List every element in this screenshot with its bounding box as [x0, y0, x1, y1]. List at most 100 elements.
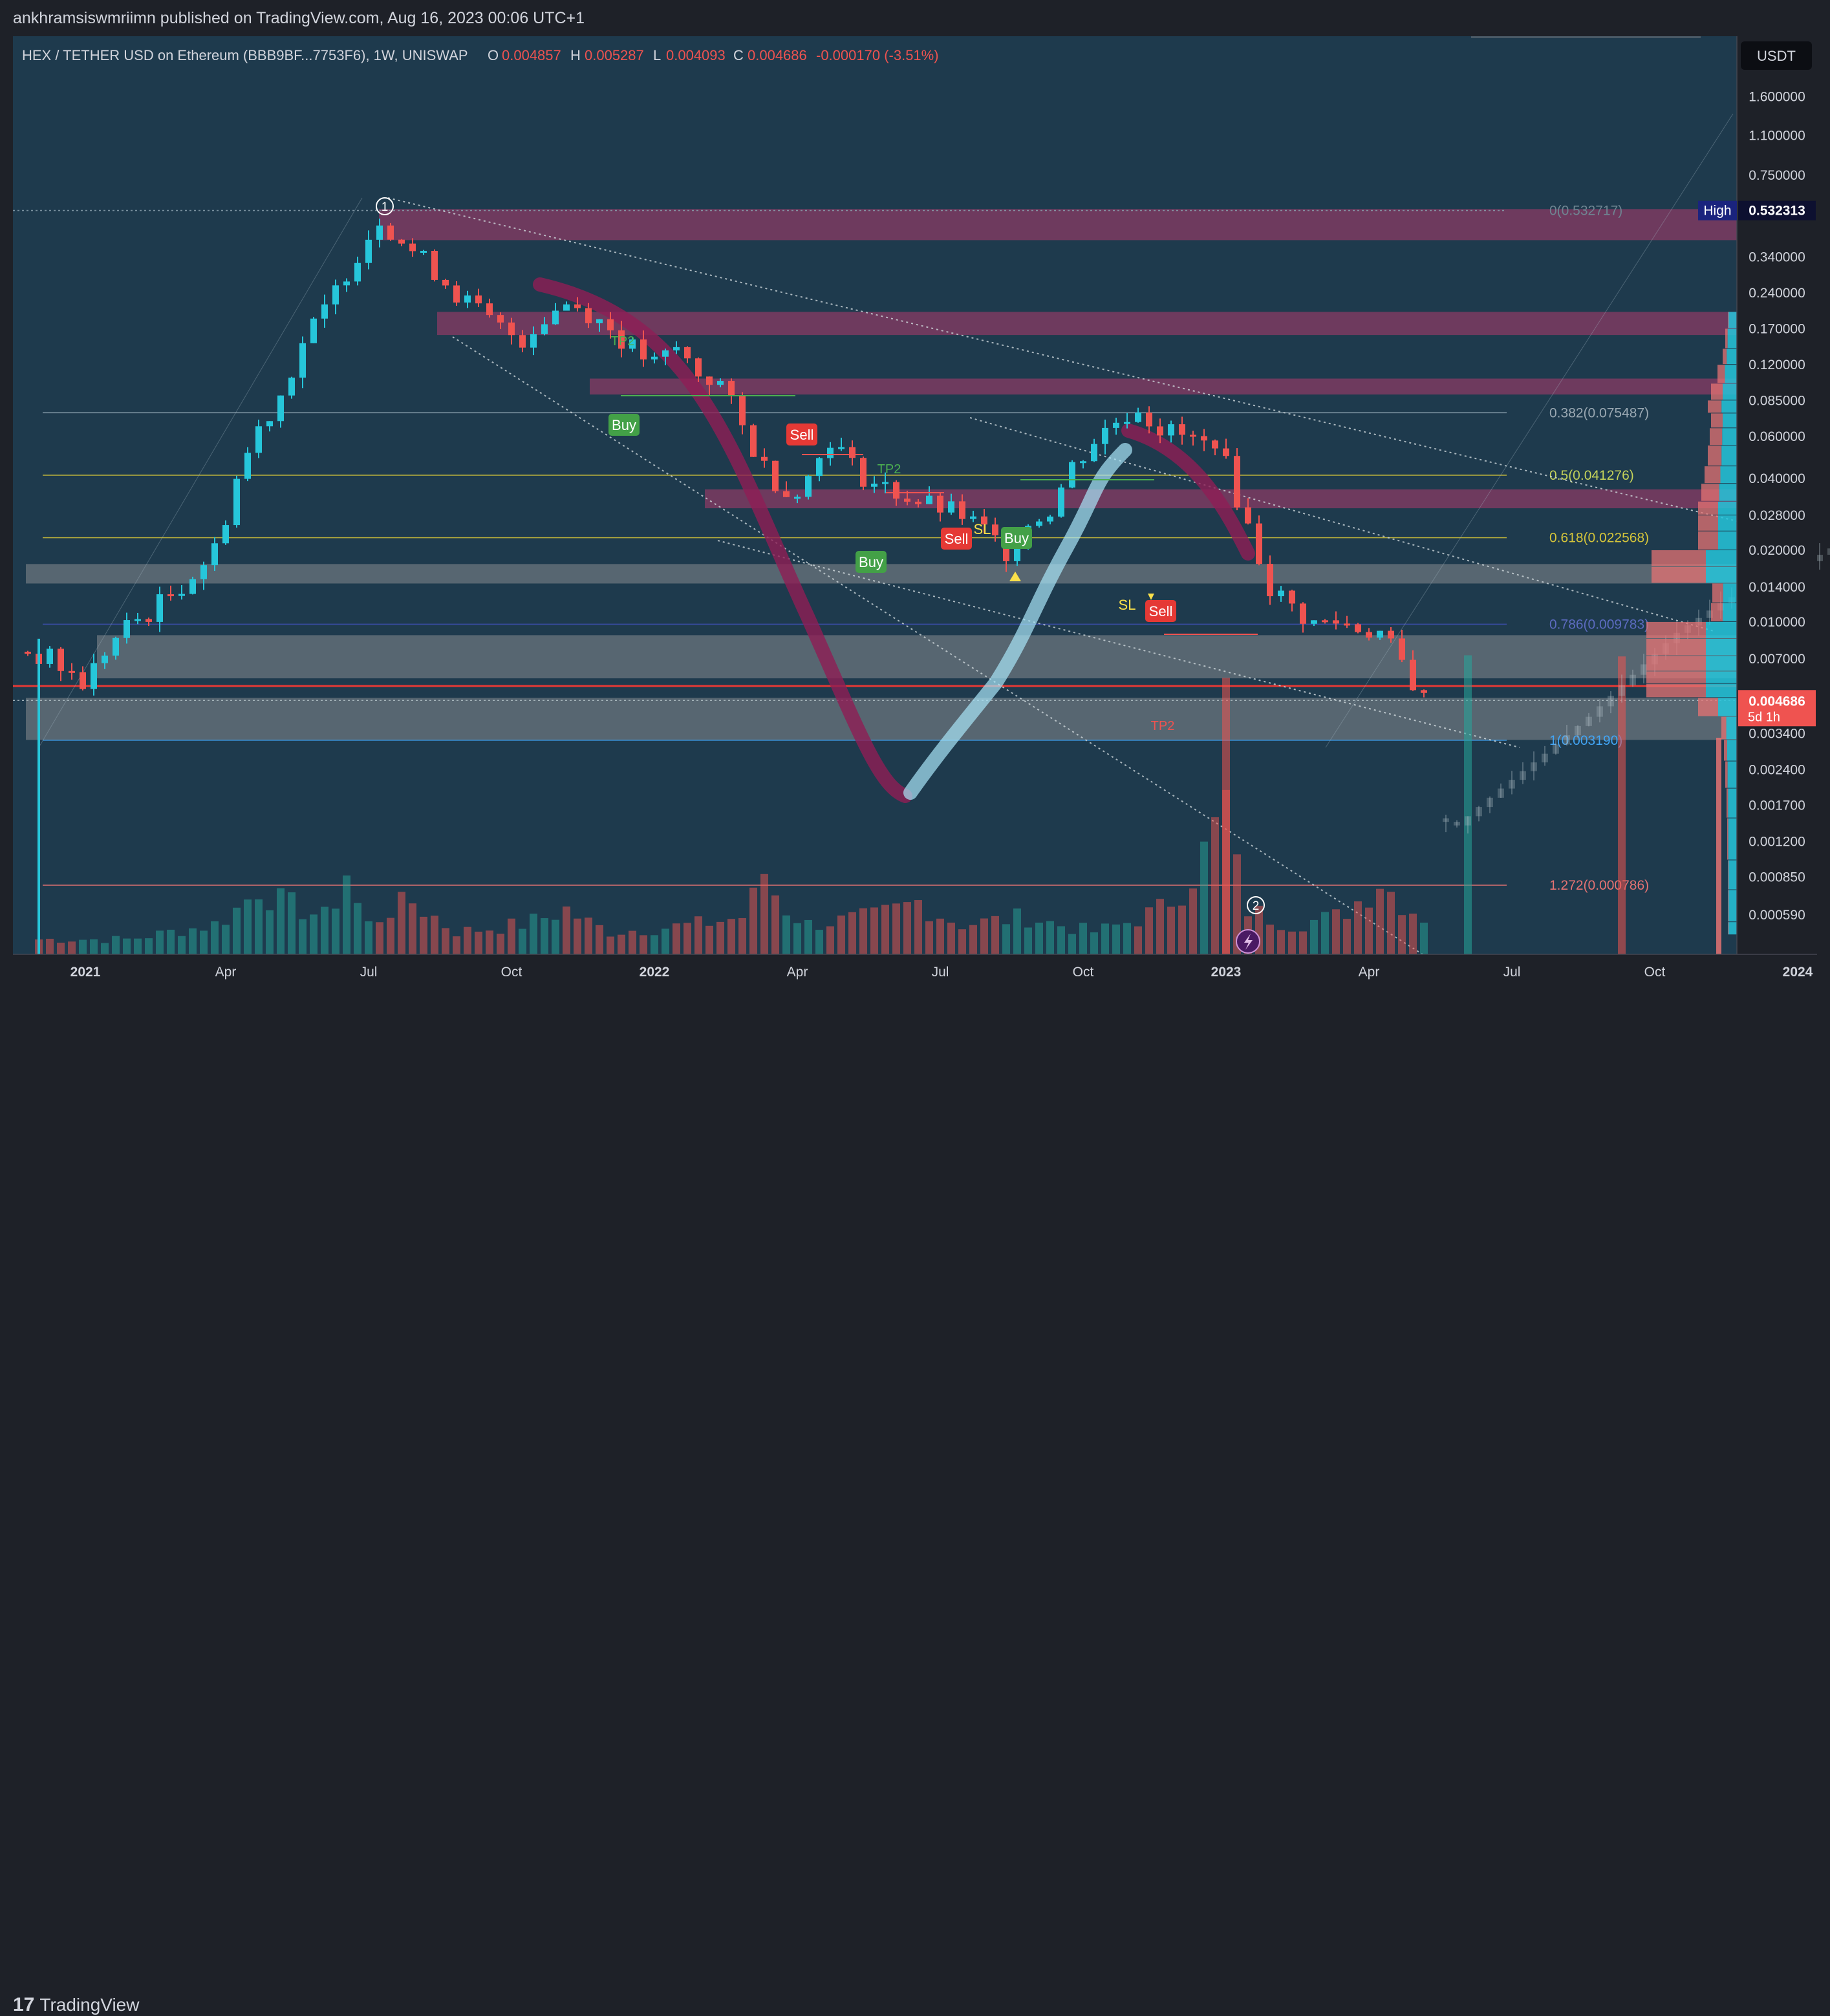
y-tick-label: 0.085000: [1749, 393, 1805, 408]
vp-bar-buy: [1728, 818, 1737, 860]
fib-label-5: 1(0.003190): [1549, 733, 1622, 748]
vp-bar-buy: [1721, 400, 1737, 413]
y-tick-label: 0.120000: [1749, 358, 1805, 372]
trendlines-layer: [38, 113, 1738, 955]
vp-bar-sell: [1723, 349, 1727, 365]
vp-bar-sell: [1701, 484, 1719, 501]
candle-body-up: [156, 594, 163, 622]
volume-bar: [727, 919, 735, 954]
candle-body-down: [1267, 564, 1273, 597]
fib-label-3: 0.618(0.022568): [1549, 531, 1649, 546]
volume-bar: [629, 930, 636, 954]
open-value: 0.004857: [502, 47, 561, 63]
volume-bar: [90, 939, 98, 954]
volume-bar: [266, 910, 274, 954]
signal-tp-label: TP2: [877, 462, 901, 477]
candle-body-down: [1410, 659, 1416, 691]
vp-bar-buy: [1728, 312, 1737, 328]
candle-body-down: [167, 594, 174, 597]
volume-bar: [793, 923, 801, 954]
vp-bar-buy: [1706, 566, 1737, 583]
candle-body-up: [629, 339, 636, 349]
candle-body-down: [607, 319, 614, 330]
candle-body-up: [189, 579, 196, 594]
vp-bar-buy: [1719, 484, 1737, 501]
volume-layer: [35, 655, 1780, 954]
candle-body-up: [321, 304, 328, 319]
vp-bar-buy: [1718, 698, 1737, 716]
volume-bar: [640, 935, 647, 954]
candle-body-up: [420, 250, 427, 253]
volume-bar: [1156, 899, 1164, 954]
candle-body-up: [124, 620, 130, 638]
volume-bar: [1013, 908, 1021, 954]
vp-bar-sell: [1652, 550, 1706, 566]
candle-body-down: [937, 495, 943, 513]
candle-body-down: [409, 243, 416, 252]
candle-body-up: [332, 285, 339, 305]
signal-buy-box: [608, 414, 640, 436]
candle-body-up: [343, 281, 350, 286]
currency-button[interactable]: USDT: [1741, 41, 1812, 70]
vp-bar-buy: [1706, 621, 1737, 638]
tradingview-logo[interactable]: 17 TradingView: [13, 1994, 139, 2016]
projection-candle: [1816, 555, 1823, 561]
signal-triangle-up: [1009, 572, 1021, 581]
band-pink-2: [1121, 424, 1255, 561]
volume-bar: [134, 938, 142, 954]
vp-bar-sell: [1698, 698, 1718, 716]
projection-candle: [1597, 706, 1603, 717]
low-value: 0.004093: [666, 47, 726, 63]
top-scroll-indicator: [1471, 36, 1701, 38]
close-label: C: [733, 47, 744, 63]
candle-body-up: [1014, 546, 1020, 561]
volume-bar: [1409, 913, 1417, 954]
high-tag-label: High: [1703, 204, 1731, 219]
volume-bar: [684, 923, 691, 954]
volume-bar: [1057, 926, 1065, 954]
vp-bar-sell: [1712, 583, 1723, 603]
volume-bar: [618, 934, 625, 954]
volume-bar: [738, 917, 746, 954]
volume-bar: [1123, 923, 1131, 954]
candle-body-up: [882, 482, 888, 484]
volume-bar: [859, 908, 867, 954]
candle-body-down: [574, 304, 581, 308]
vp-bar-sell: [1717, 365, 1725, 383]
signal-sl-label: SL: [1119, 597, 1136, 613]
projection-candle: [1465, 816, 1471, 826]
vp-bar-buy: [1728, 860, 1737, 890]
last-price-box: [1738, 690, 1816, 727]
chart-svg[interactable]: 0(0.532717) 0.382(0.075487) 0.5(0.041276) 0…: [0, 36, 1830, 991]
volume-bar: [936, 918, 944, 954]
y-tick-label: 0.340000: [1749, 250, 1805, 264]
wave-label-1: 1: [382, 200, 389, 214]
candle-body-up: [365, 239, 372, 263]
volume-bar: [255, 899, 263, 954]
vp-bar-buy: [1706, 550, 1737, 566]
y-tick-label: 0.240000: [1749, 286, 1805, 301]
vp-bar-buy: [1718, 515, 1737, 531]
candle-body-up: [596, 319, 603, 323]
high-tag-box: [1698, 200, 1737, 220]
candle-body-down: [1234, 456, 1240, 508]
y-tick-label: 0.003400: [1749, 727, 1805, 742]
publish-bar: ankhramsiswmriimn published on TradingVi…: [0, 0, 1830, 36]
x-tick-label: Jul: [360, 965, 378, 980]
volume-bar: [651, 935, 658, 954]
volume-bar: [299, 919, 307, 954]
symbol-legend: HEX / TETHER USD on Ethereum (BBB9BF...7…: [22, 47, 939, 63]
chart-container[interactable]: 0(0.532717) 0.382(0.075487) 0.5(0.041276) 0…: [0, 36, 1830, 991]
zone-resistance-0: [379, 209, 1737, 241]
volume-bar: [541, 918, 548, 954]
signal-buy-label: Buy: [859, 554, 883, 570]
candle-body-up: [651, 356, 658, 359]
currency-label[interactable]: USDT: [1757, 48, 1796, 64]
candle-body-down: [442, 279, 449, 286]
volume-bar: [376, 922, 383, 954]
countdown-label: 5d 1h: [1748, 710, 1780, 724]
candle-body-down: [80, 672, 86, 689]
candle-body-down: [475, 295, 482, 304]
volume-bar: [497, 934, 504, 954]
vp-bar-sell: [1708, 445, 1722, 466]
